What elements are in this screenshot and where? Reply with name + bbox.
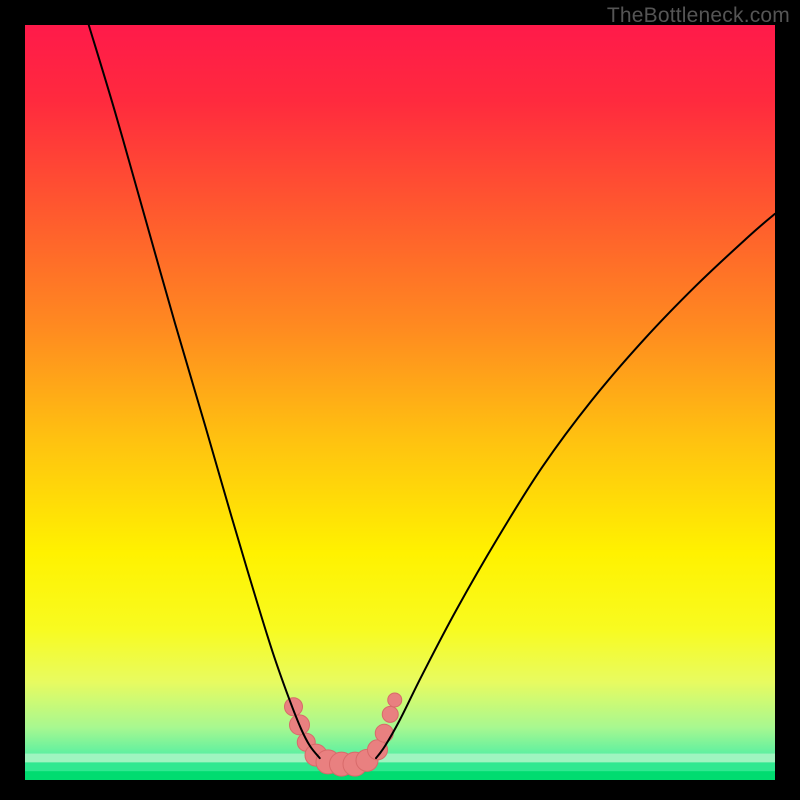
green-band-stripe: [25, 762, 775, 771]
green-band-stripe: [25, 771, 775, 780]
chart-svg: [0, 0, 800, 800]
green-band-stripe: [25, 754, 775, 763]
bottleneck-chart: [0, 0, 800, 800]
watermark-label: TheBottleneck.com: [607, 4, 790, 28]
plot-background: [25, 25, 775, 780]
